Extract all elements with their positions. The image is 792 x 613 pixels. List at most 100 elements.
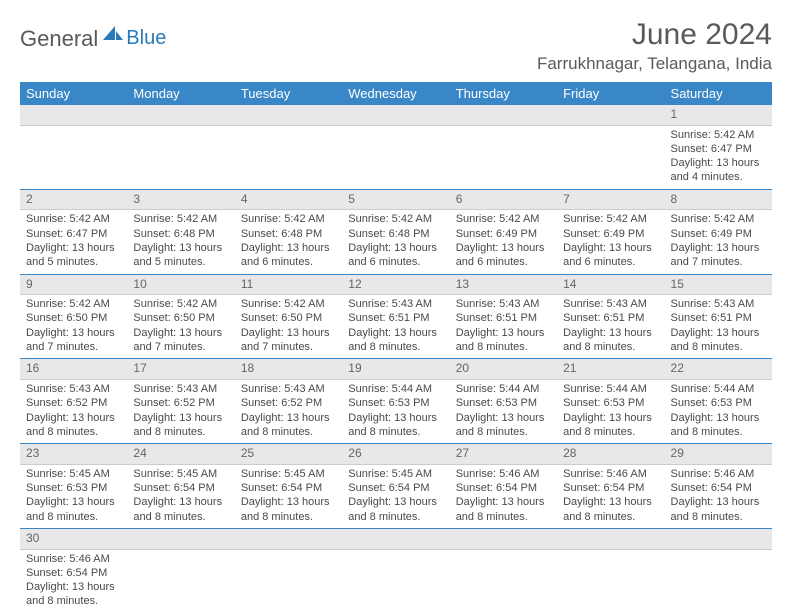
daylight-text: Daylight: 13 hours and 8 minutes. bbox=[348, 326, 443, 355]
sunrise-text: Sunrise: 5:42 AM bbox=[241, 297, 336, 311]
calendar-day-cell: 5Sunrise: 5:42 AMSunset: 6:48 PMDaylight… bbox=[342, 189, 449, 274]
day-details: Sunrise: 5:45 AMSunset: 6:53 PMDaylight:… bbox=[20, 465, 127, 528]
day-details: Sunrise: 5:45 AMSunset: 6:54 PMDaylight:… bbox=[127, 465, 234, 528]
calendar-day-cell: 7Sunrise: 5:42 AMSunset: 6:49 PMDaylight… bbox=[557, 189, 664, 274]
day-number: 18 bbox=[235, 359, 342, 380]
sunset-text: Sunset: 6:53 PM bbox=[348, 396, 443, 410]
daylight-text: Daylight: 13 hours and 8 minutes. bbox=[133, 411, 228, 440]
day-number: 16 bbox=[20, 359, 127, 380]
day-number: 4 bbox=[235, 190, 342, 211]
sunrise-text: Sunrise: 5:43 AM bbox=[563, 297, 658, 311]
sunset-text: Sunset: 6:51 PM bbox=[348, 311, 443, 325]
day-number bbox=[450, 529, 557, 550]
day-details: Sunrise: 5:44 AMSunset: 6:53 PMDaylight:… bbox=[450, 380, 557, 443]
day-details: Sunrise: 5:43 AMSunset: 6:51 PMDaylight:… bbox=[450, 295, 557, 358]
day-number bbox=[557, 529, 664, 550]
day-details: Sunrise: 5:43 AMSunset: 6:52 PMDaylight:… bbox=[127, 380, 234, 443]
day-details: Sunrise: 5:42 AMSunset: 6:47 PMDaylight:… bbox=[20, 210, 127, 273]
sunrise-text: Sunrise: 5:42 AM bbox=[671, 212, 766, 226]
day-details: Sunrise: 5:44 AMSunset: 6:53 PMDaylight:… bbox=[665, 380, 772, 443]
logo-text-sub: Blue bbox=[126, 27, 166, 50]
day-number bbox=[127, 529, 234, 550]
sunset-text: Sunset: 6:47 PM bbox=[26, 227, 121, 241]
daylight-text: Daylight: 13 hours and 8 minutes. bbox=[26, 580, 121, 609]
sunset-text: Sunset: 6:54 PM bbox=[671, 481, 766, 495]
day-number: 19 bbox=[342, 359, 449, 380]
daylight-text: Daylight: 13 hours and 5 minutes. bbox=[133, 241, 228, 270]
sunrise-text: Sunrise: 5:43 AM bbox=[348, 297, 443, 311]
sunset-text: Sunset: 6:52 PM bbox=[133, 396, 228, 410]
calendar-day-cell: 11Sunrise: 5:42 AMSunset: 6:50 PMDayligh… bbox=[235, 274, 342, 359]
calendar-day-cell: 14Sunrise: 5:43 AMSunset: 6:51 PMDayligh… bbox=[557, 274, 664, 359]
location-label: Farrukhnagar, Telangana, India bbox=[537, 54, 772, 74]
sunset-text: Sunset: 6:52 PM bbox=[241, 396, 336, 410]
calendar-day-cell: 26Sunrise: 5:45 AMSunset: 6:54 PMDayligh… bbox=[342, 444, 449, 529]
weekday-header: Friday bbox=[557, 82, 664, 105]
day-details: Sunrise: 5:43 AMSunset: 6:52 PMDaylight:… bbox=[20, 380, 127, 443]
sunrise-text: Sunrise: 5:43 AM bbox=[26, 382, 121, 396]
daylight-text: Daylight: 13 hours and 8 minutes. bbox=[456, 411, 551, 440]
calendar-day-cell bbox=[557, 105, 664, 189]
sunset-text: Sunset: 6:49 PM bbox=[671, 227, 766, 241]
sunrise-text: Sunrise: 5:46 AM bbox=[563, 467, 658, 481]
sunrise-text: Sunrise: 5:42 AM bbox=[563, 212, 658, 226]
day-number bbox=[127, 105, 234, 126]
day-details: Sunrise: 5:42 AMSunset: 6:50 PMDaylight:… bbox=[20, 295, 127, 358]
daylight-text: Daylight: 13 hours and 8 minutes. bbox=[456, 495, 551, 524]
daylight-text: Daylight: 13 hours and 8 minutes. bbox=[241, 495, 336, 524]
day-number: 21 bbox=[557, 359, 664, 380]
day-details: Sunrise: 5:44 AMSunset: 6:53 PMDaylight:… bbox=[342, 380, 449, 443]
day-number: 8 bbox=[665, 190, 772, 211]
day-number: 14 bbox=[557, 275, 664, 296]
day-number: 9 bbox=[20, 275, 127, 296]
sunrise-text: Sunrise: 5:43 AM bbox=[456, 297, 551, 311]
sunrise-text: Sunrise: 5:42 AM bbox=[241, 212, 336, 226]
calendar-day-cell: 17Sunrise: 5:43 AMSunset: 6:52 PMDayligh… bbox=[127, 359, 234, 444]
calendar-day-cell bbox=[235, 105, 342, 189]
sunrise-text: Sunrise: 5:45 AM bbox=[241, 467, 336, 481]
day-details: Sunrise: 5:42 AMSunset: 6:47 PMDaylight:… bbox=[665, 126, 772, 189]
calendar-week-row: 1Sunrise: 5:42 AMSunset: 6:47 PMDaylight… bbox=[20, 105, 772, 189]
calendar-day-cell: 25Sunrise: 5:45 AMSunset: 6:54 PMDayligh… bbox=[235, 444, 342, 529]
daylight-text: Daylight: 13 hours and 5 minutes. bbox=[26, 241, 121, 270]
day-number bbox=[342, 105, 449, 126]
calendar-day-cell: 20Sunrise: 5:44 AMSunset: 6:53 PMDayligh… bbox=[450, 359, 557, 444]
sunset-text: Sunset: 6:54 PM bbox=[456, 481, 551, 495]
day-number: 5 bbox=[342, 190, 449, 211]
calendar-day-cell: 4Sunrise: 5:42 AMSunset: 6:48 PMDaylight… bbox=[235, 189, 342, 274]
sunset-text: Sunset: 6:52 PM bbox=[26, 396, 121, 410]
sunset-text: Sunset: 6:50 PM bbox=[241, 311, 336, 325]
weekday-header: Thursday bbox=[450, 82, 557, 105]
day-number bbox=[665, 529, 772, 550]
sunrise-text: Sunrise: 5:45 AM bbox=[26, 467, 121, 481]
sail-icon bbox=[103, 24, 123, 45]
day-number: 30 bbox=[20, 529, 127, 550]
sunset-text: Sunset: 6:54 PM bbox=[348, 481, 443, 495]
calendar-week-row: 2Sunrise: 5:42 AMSunset: 6:47 PMDaylight… bbox=[20, 189, 772, 274]
day-details: Sunrise: 5:43 AMSunset: 6:52 PMDaylight:… bbox=[235, 380, 342, 443]
sunset-text: Sunset: 6:53 PM bbox=[563, 396, 658, 410]
daylight-text: Daylight: 13 hours and 8 minutes. bbox=[133, 495, 228, 524]
calendar-day-cell: 12Sunrise: 5:43 AMSunset: 6:51 PMDayligh… bbox=[342, 274, 449, 359]
daylight-text: Daylight: 13 hours and 7 minutes. bbox=[671, 241, 766, 270]
day-number: 11 bbox=[235, 275, 342, 296]
sunrise-text: Sunrise: 5:43 AM bbox=[133, 382, 228, 396]
sunset-text: Sunset: 6:51 PM bbox=[563, 311, 658, 325]
day-details: Sunrise: 5:42 AMSunset: 6:48 PMDaylight:… bbox=[342, 210, 449, 273]
day-details: Sunrise: 5:46 AMSunset: 6:54 PMDaylight:… bbox=[557, 465, 664, 528]
weekday-header-row: Sunday Monday Tuesday Wednesday Thursday… bbox=[20, 82, 772, 105]
sunset-text: Sunset: 6:53 PM bbox=[456, 396, 551, 410]
title-block: June 2024 Farrukhnagar, Telangana, India bbox=[537, 18, 772, 74]
daylight-text: Daylight: 13 hours and 6 minutes. bbox=[563, 241, 658, 270]
day-details: Sunrise: 5:42 AMSunset: 6:48 PMDaylight:… bbox=[235, 210, 342, 273]
weekday-header: Sunday bbox=[20, 82, 127, 105]
daylight-text: Daylight: 13 hours and 8 minutes. bbox=[26, 411, 121, 440]
calendar-day-cell: 10Sunrise: 5:42 AMSunset: 6:50 PMDayligh… bbox=[127, 274, 234, 359]
day-number bbox=[557, 105, 664, 126]
daylight-text: Daylight: 13 hours and 7 minutes. bbox=[133, 326, 228, 355]
calendar-day-cell bbox=[127, 105, 234, 189]
day-number: 25 bbox=[235, 444, 342, 465]
calendar-day-cell: 13Sunrise: 5:43 AMSunset: 6:51 PMDayligh… bbox=[450, 274, 557, 359]
sunset-text: Sunset: 6:54 PM bbox=[26, 566, 121, 580]
sunset-text: Sunset: 6:47 PM bbox=[671, 142, 766, 156]
